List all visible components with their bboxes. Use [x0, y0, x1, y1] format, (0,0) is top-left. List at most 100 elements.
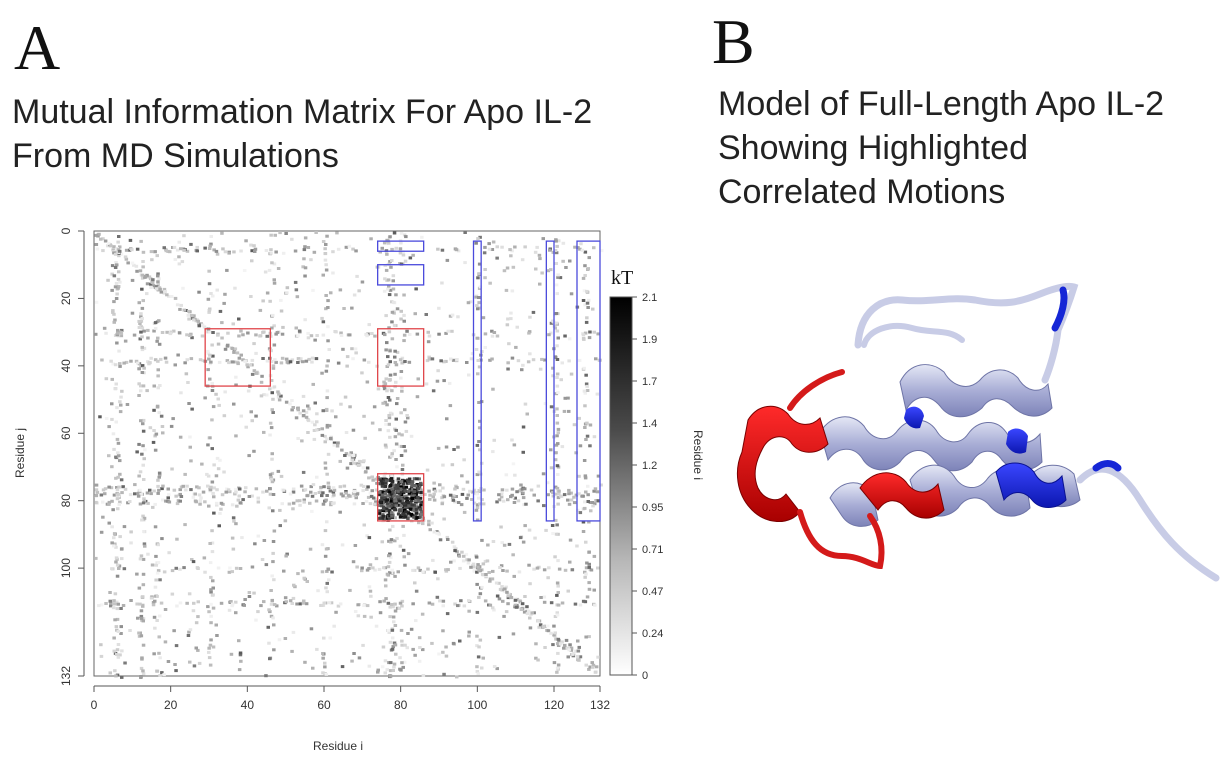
heatmap-cell [180, 260, 185, 264]
heatmap-cell [321, 240, 326, 243]
heatmap-cell [385, 252, 389, 256]
heatmap-cell [255, 371, 259, 375]
heatmap-cell [549, 631, 553, 635]
heatmap-cell [130, 311, 135, 315]
heatmap-cell [490, 329, 494, 333]
heatmap-cell [544, 528, 548, 532]
heatmap-cell [189, 459, 193, 463]
heatmap-cell [97, 232, 101, 236]
heatmap-cell [326, 359, 330, 363]
heatmap-cell [534, 656, 538, 660]
heatmap-cell [417, 521, 421, 525]
heatmap-cell [385, 341, 389, 345]
blue-highlight-box [377, 264, 425, 286]
heatmap-cell [331, 502, 335, 506]
heatmap-cell [366, 485, 370, 489]
heatmap-cell [275, 331, 280, 334]
heatmap-cell [437, 332, 441, 336]
heatmap-cell [555, 613, 560, 617]
heatmap-cell [206, 368, 210, 372]
heatmap-cell [339, 492, 344, 496]
heatmap-cell [399, 480, 404, 484]
heatmap-cell [181, 286, 185, 290]
heatmap-cell [234, 490, 238, 494]
heatmap-cell [409, 499, 414, 502]
heatmap-cell [321, 273, 325, 277]
heatmap-cell [157, 277, 161, 281]
heatmap-cell [398, 601, 403, 605]
heatmap-cell [581, 336, 586, 340]
heatmap-cell [215, 288, 219, 292]
red-highlight-box [377, 328, 425, 387]
heatmap-cell [566, 589, 570, 593]
heatmap-cell [178, 488, 182, 492]
heatmap-cell [267, 641, 271, 645]
heatmap-cell [118, 500, 122, 504]
heatmap-cell [244, 486, 248, 490]
heatmap-cell [520, 487, 525, 491]
heatmap-cell [435, 530, 439, 534]
heatmap-cell [167, 551, 171, 555]
heatmap-cell [398, 488, 402, 492]
heatmap-cell [116, 602, 120, 606]
heatmap-cell [438, 538, 443, 542]
heatmap-cell [288, 599, 293, 603]
heatmap-cell [523, 524, 527, 528]
heatmap-cell [388, 484, 393, 487]
heatmap-cell [495, 500, 499, 504]
heatmap-cell [112, 536, 116, 540]
heatmap-cell [399, 241, 403, 245]
heatmap-cell [141, 299, 145, 303]
heatmap-cell [167, 500, 172, 504]
heatmap-cell [94, 300, 99, 304]
heatmap-cell [326, 485, 331, 489]
heatmap-cell [315, 428, 319, 432]
heatmap-cell [436, 369, 440, 373]
heatmap-cell [301, 394, 306, 398]
heatmap-cell [556, 637, 561, 641]
heatmap-cell [576, 639, 580, 643]
heatmap-cell [94, 332, 98, 336]
heatmap-cell [149, 596, 154, 600]
heatmap-cell [216, 342, 221, 346]
heatmap-cell [124, 257, 129, 261]
heatmap-cell [557, 489, 561, 493]
heatmap-cell [217, 403, 221, 407]
heatmap-cell [345, 496, 349, 500]
heatmap-cell [208, 488, 213, 492]
heatmap-cell [279, 394, 283, 398]
heatmap-cell [265, 393, 269, 397]
panel-b-title-line2: Showing Highlighted [718, 129, 1028, 167]
heatmap-cell [210, 343, 214, 347]
heatmap-cell [442, 379, 446, 383]
colorbar-tick-label: 0.24 [642, 628, 663, 640]
heatmap-cell [405, 646, 409, 650]
heatmap-cell [115, 486, 119, 489]
heatmap-cell [528, 582, 532, 586]
heatmap-cell [301, 470, 306, 474]
heatmap-cell [104, 417, 109, 420]
heatmap-cell [419, 512, 424, 516]
heatmap-cell [301, 265, 305, 269]
heatmap-cell [410, 494, 414, 498]
heatmap-cell [208, 643, 213, 647]
heatmap-cell [509, 495, 513, 499]
heatmap-cell [382, 387, 387, 391]
heatmap-cell [196, 648, 200, 652]
heatmap-cell [551, 250, 555, 254]
heatmap-cell [283, 596, 288, 600]
heatmap-cell [387, 661, 391, 665]
heatmap-cell [383, 484, 387, 488]
heatmap-cell [238, 653, 243, 657]
heatmap-cell [368, 563, 373, 567]
heatmap-cell [574, 451, 578, 455]
heatmap-cell [474, 508, 479, 512]
heatmap-cell [239, 329, 243, 333]
heatmap-cell [403, 259, 408, 263]
heatmap-cell [566, 498, 570, 502]
heatmap-cell [427, 601, 432, 605]
heatmap-cell [210, 541, 215, 545]
heatmap-cell [143, 544, 147, 548]
heatmap-cell [465, 480, 470, 484]
heatmap-cell [412, 494, 416, 498]
